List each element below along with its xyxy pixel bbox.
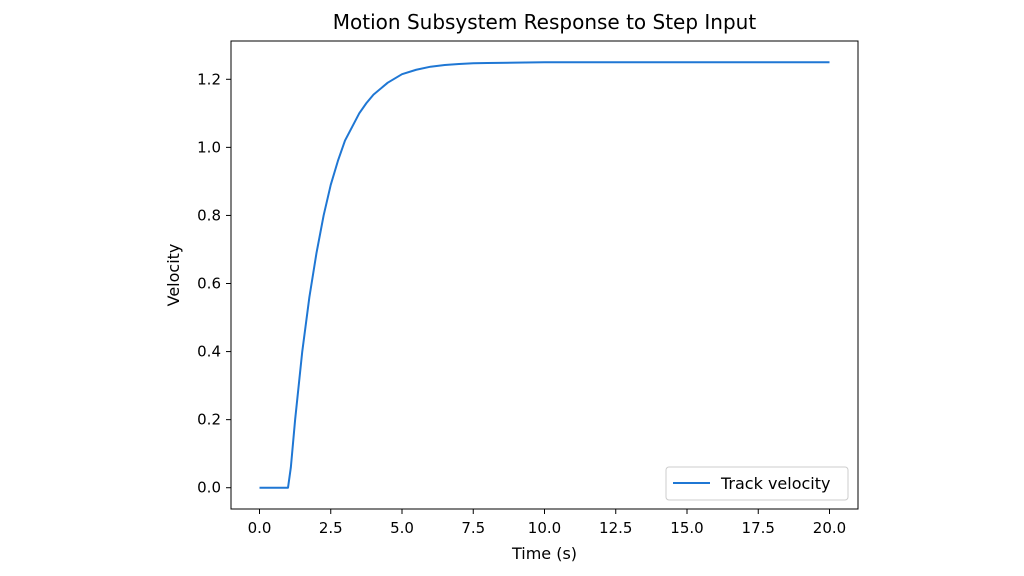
y-axis-label: Velocity (164, 244, 183, 307)
y-tick-label: 0.2 (197, 411, 221, 429)
series-layer (259, 61, 830, 489)
series-line-track-velocity (259, 61, 830, 489)
legend: Track velocity (665, 466, 849, 501)
x-tick-label: 0.0 (248, 519, 272, 537)
chart-title: Motion Subsystem Response to Step Input (333, 10, 757, 34)
y-tick-label: 0.0 (197, 479, 221, 497)
x-tick-label: 15.0 (670, 519, 703, 537)
y-tick-label: 0.4 (197, 343, 221, 361)
x-tick-label: 2.5 (319, 519, 343, 537)
y-tick-label: 0.6 (197, 275, 221, 293)
x-tick-label: 10.0 (528, 519, 561, 537)
x-axis-label: Time (s) (511, 544, 577, 563)
plot-area-frame (230, 40, 859, 510)
x-tick-label: 12.5 (599, 519, 632, 537)
y-tick-label: 1.2 (197, 70, 221, 88)
y-tick-label: 0.8 (197, 206, 221, 224)
legend-box (665, 466, 849, 501)
x-axis-ticks: 0.0 2.5 5.0 7.5 10.0 12.5 15.0 17.5 20.0 (248, 509, 846, 537)
x-tick-label: 5.0 (390, 519, 414, 537)
x-tick-label: 7.5 (461, 519, 485, 537)
y-axis-ticks: 0.0 0.2 0.4 0.6 0.8 1.0 1.2 (197, 70, 231, 497)
y-tick-label: 1.0 (197, 138, 221, 156)
x-tick-label: 17.5 (742, 519, 775, 537)
legend-entry-track-velocity: Track velocity (720, 474, 830, 493)
x-tick-label: 20.0 (813, 519, 846, 537)
